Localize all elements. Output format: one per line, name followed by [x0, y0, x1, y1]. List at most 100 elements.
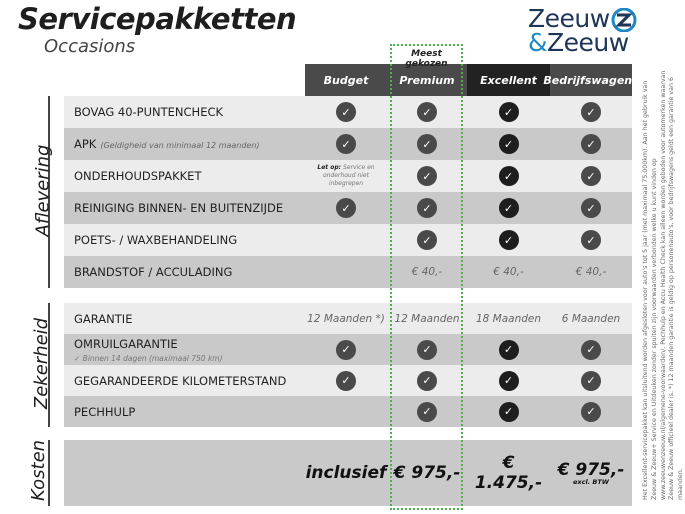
check-icon: ✓ — [498, 339, 519, 360]
cell-premium: ✓ — [387, 102, 467, 122]
page-subtitle: Occasions — [44, 36, 136, 57]
logo-text: Zeeuw — [528, 4, 610, 33]
price-bedrijfswagens: € 975,- excl. BTW — [557, 460, 625, 486]
section-zekerheid: Zekerheid — [30, 303, 53, 427]
check-icon: ✓ — [336, 198, 356, 218]
table-row: GARANTIE 12 Maanden *) 12 Maanden 18 Maande… — [64, 303, 632, 334]
row-label: ONDERHOUDSPAKKET — [74, 169, 202, 183]
zeeuw-zeeuw-logo: Zeeuw &Zeeuw — [528, 4, 638, 57]
kosten-row: inclusief € 975,- € 1.475,- € 975,- excl.… — [64, 440, 632, 506]
page-title: Servicepakketten — [18, 2, 297, 36]
footnote: Het Excellent-servicepakket kan uitsluit… — [642, 70, 685, 500]
cell-bedrijfswagens: ✓ — [550, 102, 632, 122]
row-note: (Geldigheid van minimaal 12 maanden) — [100, 141, 260, 150]
table-row: REINIGING BINNEN- EN BUITENZIJDE ✓ ✓ ✓ ✓ — [64, 192, 632, 224]
check-icon: ✓ — [336, 134, 356, 154]
cell-budget: ✓ — [305, 198, 387, 218]
cell-premium: ✓ — [387, 198, 467, 218]
table-row: OMRUILGARANTIE ✓ Binnen 14 dagen (maximaa… — [64, 334, 632, 365]
row-label: GARANTIE — [74, 311, 133, 326]
table-row: PECHHULP ✓ ✓ ✓ — [64, 396, 632, 427]
check-icon: ✓ — [581, 102, 601, 122]
section-label: Aflevering — [32, 144, 54, 237]
table-row: BOVAG 40-PUNTENCHECK ✓ ✓ ✓ ✓ — [64, 96, 632, 128]
logo-z-icon — [611, 8, 637, 32]
table-row: POETS- / WAXBEHANDELING ✓ ✓ ✓ — [64, 224, 632, 256]
cell-excellent: ✓ — [467, 339, 550, 360]
row-label: OMRUILGARANTIE ✓ Binnen 14 dagen (maximaa… — [64, 337, 305, 363]
budget-note: Let op: Service en onderhoud niet inbegr… — [317, 164, 375, 187]
cell-premium: ✓ — [387, 339, 467, 360]
cell-excellent: ✓ — [467, 198, 550, 218]
check-icon: ✓ — [498, 370, 519, 391]
column-header-premium: Premium — [387, 64, 467, 96]
check-icon: ✓ — [417, 102, 437, 122]
cell-premium: ✓ — [387, 401, 467, 422]
cell-bedrijfswagens: 6 Maanden — [561, 312, 621, 325]
cell-bedrijfswagens: ✓ — [550, 339, 632, 360]
check-icon: ✓ — [581, 134, 601, 154]
check-icon: ✓ — [581, 370, 601, 391]
cell-bedrijfswagens: ✓ — [550, 166, 632, 186]
cell-premium: ✓ — [387, 230, 467, 250]
table-row: APK (Geldigheid van minimaal 12 maanden) ✓… — [64, 128, 632, 160]
section-kosten: Kosten — [28, 439, 50, 506]
check-icon: ✓ — [336, 339, 356, 360]
check-icon: ✓ — [417, 166, 437, 186]
cell-bedrijfswagens: ✓ — [550, 401, 632, 422]
cell-excellent: ✓ — [467, 102, 550, 122]
cell-premium: 12 Maanden — [394, 312, 460, 325]
check-icon: ✓ — [498, 166, 519, 186]
check-icon: ✓ — [417, 370, 437, 391]
cell-bedrijfswagens: ✓ — [550, 230, 632, 250]
cell-budget: Let op: Service en onderhoud niet inbegr… — [305, 164, 387, 188]
price-premium: € 975,- — [393, 463, 461, 483]
cell-excellent: ✓ — [467, 370, 550, 391]
table-row: BRANDSTOF / ACCULADING € 40,- € 40,- € 40,- — [64, 256, 632, 288]
check-icon: ✓ — [417, 198, 437, 218]
excl-btw-note: excl. BTW — [573, 478, 609, 486]
cell-premium: € 40,- — [411, 266, 443, 278]
check-icon: ✓ — [581, 401, 601, 422]
cell-budget: ✓ — [305, 370, 387, 391]
table-row: ONDERHOUDSPAKKET Let op: Service en onder… — [64, 160, 632, 192]
cell-bedrijfswagens: ✓ — [550, 198, 632, 218]
price-budget: inclusief — [305, 463, 387, 483]
cell-budget: ✓ — [305, 134, 387, 154]
cell-excellent: ✓ — [467, 230, 550, 250]
section-label: Kosten — [28, 439, 50, 502]
section-aflevering: Aflevering — [30, 96, 54, 288]
check-icon: ✓ — [417, 230, 437, 250]
check-icon: ✓ — [498, 230, 519, 250]
row-label: REINIGING BINNEN- EN BUITENZIJDE — [74, 201, 284, 215]
check-icon: ✓ — [581, 230, 601, 250]
column-header-excellent: Excellent — [467, 64, 550, 96]
cell-bedrijfswagens: ✓ — [550, 134, 632, 154]
row-label: BOVAG 40-PUNTENCHECK — [74, 105, 224, 119]
logo-text-2: &Zeeuw — [528, 28, 629, 57]
column-header-bedrijfswagens: Bedrijfswagens — [543, 64, 639, 96]
check-icon: ✓ — [581, 166, 601, 186]
section-label: Zekerheid — [31, 317, 53, 410]
table-row: GEGARANDEERDE KILOMETERSTAND ✓ ✓ ✓ ✓ — [64, 365, 632, 396]
row-label: APK (Geldigheid van minimaal 12 maanden) — [74, 137, 260, 151]
cell-premium: ✓ — [387, 370, 467, 391]
cell-bedrijfswagens: € 40,- — [575, 266, 607, 278]
cell-budget: 12 Maanden *) — [307, 312, 385, 325]
check-icon: ✓ — [498, 198, 519, 218]
check-icon: ✓ — [417, 134, 437, 154]
check-icon: ✓ — [581, 339, 601, 360]
cell-budget: ✓ — [305, 102, 387, 122]
cell-excellent: € 40,- — [493, 266, 524, 278]
cell-excellent: ✓ — [467, 134, 550, 154]
row-label: GEGARANDEERDE KILOMETERSTAND — [74, 373, 287, 388]
row-label: BRANDSTOF / ACCULADING — [74, 265, 233, 279]
check-icon: ✓ — [581, 198, 601, 218]
check-icon: ✓ — [336, 370, 356, 391]
row-label: POETS- / WAXBEHANDELING — [74, 233, 238, 247]
cell-excellent: ✓ — [467, 401, 550, 422]
cell-excellent: 18 Maanden — [475, 312, 542, 325]
check-icon: ✓ — [417, 339, 437, 360]
cell-premium: ✓ — [387, 166, 467, 186]
column-header-budget: Budget — [305, 64, 387, 96]
